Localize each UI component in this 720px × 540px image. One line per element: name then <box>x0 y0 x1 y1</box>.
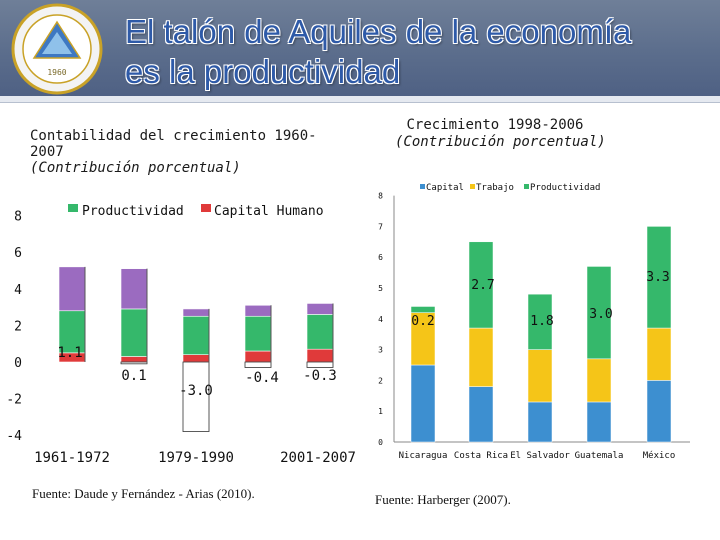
right-y-tick-label: 0 <box>378 438 383 447</box>
right-bar-segment <box>410 364 436 443</box>
left-bar-segment <box>182 315 210 355</box>
right-data-label: 3.0 <box>589 307 612 322</box>
legend-swatch-productividad <box>68 204 78 212</box>
left-data-label: -3.0 <box>179 383 213 399</box>
left-y-tick-label: 4 <box>14 283 22 298</box>
right-legend-swatch <box>420 184 425 189</box>
right-x-tick-label: Costa Rica <box>454 451 508 461</box>
left-bar-segment <box>244 350 272 363</box>
left-y-tick-label: 2 <box>14 319 22 334</box>
left-chart-source: Fuente: Daude y Fernández - Arias (2010)… <box>32 486 255 501</box>
left-data-label: -0.4 <box>245 370 279 386</box>
right-legend-swatch <box>524 184 529 189</box>
right-bar-segment <box>468 386 494 443</box>
right-data-label: 1.8 <box>530 314 553 329</box>
left-bar-negative <box>244 361 272 368</box>
right-y-tick-label: 4 <box>378 315 383 324</box>
right-bar-segment <box>410 312 436 366</box>
left-x-tick-label: 2001-2007 <box>280 450 356 466</box>
right-bar-segment <box>646 380 672 443</box>
left-bar-negative <box>120 361 148 365</box>
slide-header <box>0 0 720 98</box>
right-bar-segment <box>586 266 612 360</box>
left-stacked-bar-chart: 8 6 4 2 0 -2 -4 1.1 0.1 -3.0 -0.4 -0.3 Productividad… <box>6 204 356 466</box>
left-chart-subtitle: (Contribución porcentual) <box>30 160 241 176</box>
left-y-tick-label: 8 <box>14 210 22 225</box>
right-legend-swatch <box>470 184 475 189</box>
right-legend-label: Capital <box>426 183 464 193</box>
right-bar-segment <box>586 401 612 443</box>
right-x-tick-label: Nicaragua <box>399 451 448 461</box>
right-bar-segment <box>646 226 672 329</box>
right-bar-segment <box>527 401 553 443</box>
left-bar-segment <box>120 268 148 310</box>
left-chart-title: Contabilidad del crecimiento 1960- 2007 … <box>30 128 317 176</box>
right-y-tick-label: 3 <box>378 346 383 355</box>
left-bar-negative <box>306 361 334 368</box>
right-bar-segment <box>410 306 436 313</box>
right-data-label: 2.7 <box>471 278 494 293</box>
left-x-tick-label: 1979-1990 <box>158 450 234 466</box>
right-bar-segment <box>527 293 553 350</box>
right-x-tick-label: Guatemala <box>575 451 624 461</box>
left-data-label: -0.3 <box>303 368 337 384</box>
right-y-tick-label: 6 <box>378 253 383 262</box>
left-y-tick-label: -4 <box>6 429 22 444</box>
left-bar-segment <box>244 304 272 317</box>
right-y-tick-label: 2 <box>378 376 383 385</box>
right-chart-title: Crecimiento 1998-2006 <box>406 117 584 133</box>
right-y-tick-label: 8 <box>378 192 383 201</box>
header-divider <box>0 96 720 103</box>
left-y-tick-label: 0 <box>14 356 22 371</box>
left-bar-segment <box>306 303 334 315</box>
right-bar-segment <box>527 349 553 403</box>
right-legend-label: Productividad <box>530 183 600 193</box>
right-chart-subtitle: (Contribución porcentual) <box>395 134 606 150</box>
legend-label-productividad: Productividad <box>82 204 184 219</box>
right-bar-segment <box>468 241 494 329</box>
right-y-tick-label: 7 <box>378 222 383 231</box>
legend-swatch-capital-humano <box>201 204 211 212</box>
legend-label-capital-humano: Capital Humano <box>214 204 324 219</box>
seal-year: 1960 <box>47 68 66 77</box>
left-bar-segment <box>182 354 210 363</box>
right-chart-source: Fuente: Harberger (2007). <box>375 492 511 507</box>
left-y-tick-label: 6 <box>14 246 22 261</box>
right-x-tick-label: México <box>643 450 676 461</box>
left-bar-segment <box>244 315 272 352</box>
left-y-tick-label: -2 <box>6 393 22 408</box>
right-data-label: 0.2 <box>411 314 434 329</box>
title-line-1: El talón de Aquiles de la economía <box>125 13 632 50</box>
left-bar-segment <box>120 356 148 363</box>
left-bar-segment <box>120 308 148 357</box>
left-bar-segment <box>58 266 86 312</box>
right-data-label: 3.3 <box>646 270 669 285</box>
left-x-tick-label: 1961-1972 <box>34 450 110 466</box>
right-bar-segment <box>646 327 672 381</box>
right-y-tick-label: 5 <box>378 284 383 293</box>
right-stacked-bar-chart: 8 7 6 5 4 3 2 1 0 Nicaragua Costa Rica El Salvador G… <box>378 183 690 461</box>
right-chart-title-block: Crecimiento 1998-2006 (Contribución porc… <box>395 117 606 151</box>
right-y-tick-label: 1 <box>378 407 383 416</box>
left-chart-title-line-1: Contabilidad del crecimiento 1960- <box>30 128 317 144</box>
slide-title: El talón de Aquiles de la economía es la… <box>125 12 631 92</box>
left-chart-title-line-2: 2007 <box>30 144 64 160</box>
left-bar-segment <box>182 308 210 317</box>
title-line-2: es la productividad <box>125 53 401 90</box>
right-bar-segment <box>586 358 612 403</box>
left-data-label: 0.1 <box>121 368 146 384</box>
right-x-tick-label: El Salvador <box>510 451 570 461</box>
right-bar-segment <box>468 327 494 387</box>
left-bar-segment <box>306 314 334 350</box>
right-legend-label: Trabajo <box>476 183 514 193</box>
national-seal-icon: 1960 <box>11 3 103 95</box>
left-data-label: 1.1 <box>57 345 82 361</box>
left-bar-segment <box>306 348 334 363</box>
